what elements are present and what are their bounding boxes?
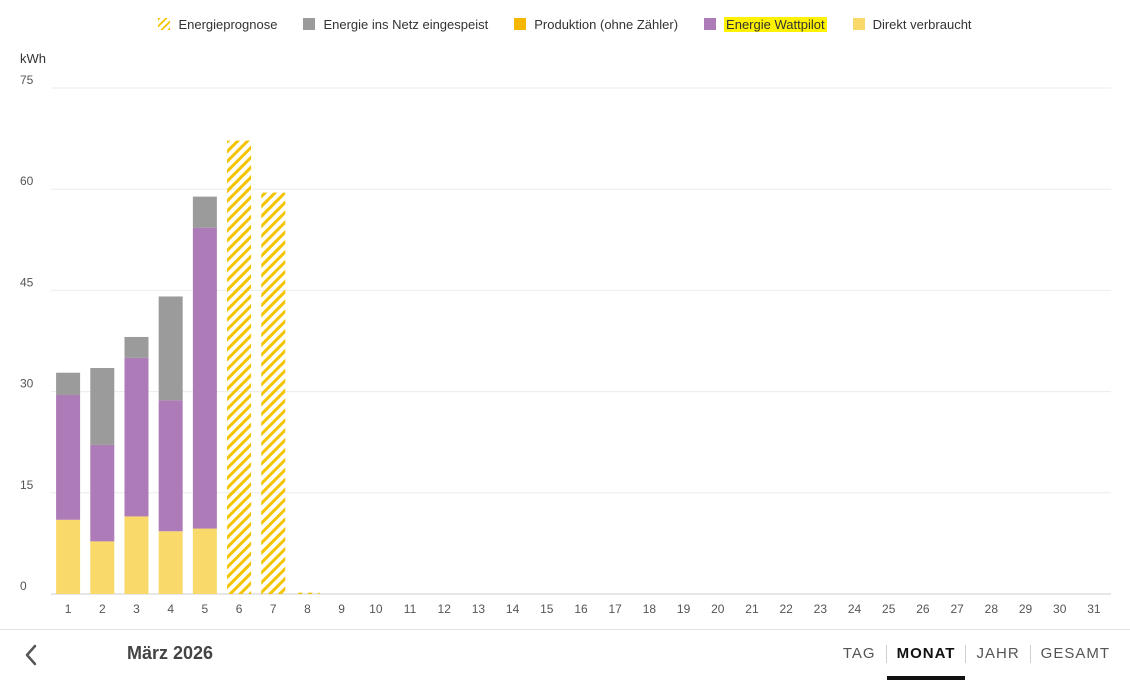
x-tick-label: 20 [711, 602, 725, 616]
x-tick-label: 2 [99, 602, 106, 616]
legend-label: Direkt verbraucht [872, 16, 972, 32]
tab-gesamt[interactable]: GESAMT [1040, 645, 1110, 662]
x-tick-label: 17 [609, 602, 623, 616]
x-tick-label: 22 [779, 602, 793, 616]
bar-segment [56, 394, 81, 520]
period-tabs: TAG MONAT JAHR GESAMT [833, 643, 1120, 680]
bar-segment [192, 227, 217, 529]
y-tick-label: 60 [20, 174, 34, 188]
legend-label: Produktion (ohne Zähler) [534, 16, 679, 32]
x-tick-label: 8 [304, 602, 311, 616]
bar-segment [158, 400, 183, 532]
legend-label: Energie ins Netz eingespeist [323, 16, 489, 32]
x-tick-label: 19 [677, 602, 691, 616]
x-tick-label: 25 [882, 602, 896, 616]
x-tick-label: 10 [369, 602, 383, 616]
legend-item[interactable]: Direkt verbraucht [852, 16, 972, 32]
bar-segment [124, 357, 149, 517]
bar-segment [192, 196, 217, 228]
x-tick-label: 18 [643, 602, 657, 616]
tab-separator [965, 644, 967, 663]
bar-segment [227, 140, 252, 594]
x-tick-label: 30 [1053, 602, 1067, 616]
x-tick-label: 14 [506, 602, 520, 616]
x-tick-label: 15 [540, 602, 554, 616]
x-tick-label: 28 [985, 602, 999, 616]
x-tick-label: 12 [438, 602, 452, 616]
chart-legend: Energieprognose Energie ins Netz eingespe… [0, 14, 1130, 34]
bar-segment [124, 516, 149, 594]
x-tick-label: 26 [916, 602, 930, 616]
y-tick-label: 30 [20, 377, 34, 391]
bar-segment [192, 528, 217, 594]
tab-jahr[interactable]: JAHR [976, 645, 1020, 662]
tab-monat[interactable]: MONAT [886, 643, 966, 680]
bar-segment [90, 444, 115, 542]
previous-period-button[interactable] [18, 642, 44, 668]
x-tick-label: 7 [270, 602, 277, 616]
legend-swatch [852, 18, 865, 30]
legend-swatch [303, 18, 316, 30]
x-tick-label: 31 [1087, 602, 1101, 616]
x-tick-label: 29 [1019, 602, 1033, 616]
x-tick-label: 5 [202, 602, 209, 616]
legend-label: Energieprognose [178, 16, 278, 32]
x-tick-label: 3 [133, 602, 140, 616]
bar-segment [261, 192, 286, 594]
bar-segment [295, 592, 320, 594]
legend-item[interactable]: Produktion (ohne Zähler) [514, 17, 678, 32]
bar-segment [158, 531, 183, 594]
x-tick-label: 1 [65, 602, 72, 616]
bar-segment [90, 541, 115, 594]
y-tick-label: 15 [20, 478, 34, 492]
legend-swatch [704, 18, 717, 30]
bar-segment [124, 336, 149, 358]
x-tick-label: 6 [236, 602, 243, 616]
bar-segment [90, 367, 115, 445]
y-tick-label: 75 [20, 73, 34, 87]
x-tick-label: 23 [814, 602, 828, 616]
tab-separator [1029, 644, 1031, 663]
legend-item[interactable]: Energie ins Netz eingespeist [303, 17, 488, 32]
tab-separator [885, 644, 887, 663]
tab-tag[interactable]: TAG [842, 645, 876, 662]
x-tick-label: 16 [574, 602, 588, 616]
legend-swatch [158, 18, 171, 30]
legend-label: Energie Wattpilot [724, 16, 827, 32]
x-tick-label: 11 [404, 602, 417, 616]
period-title: März 2026 [127, 643, 214, 663]
x-tick-label: 27 [950, 602, 964, 616]
bar-segment [56, 519, 81, 594]
x-tick-label: 4 [167, 602, 174, 616]
footer-divider [0, 629, 1130, 630]
bar-segment [158, 296, 183, 401]
y-tick-label: 0 [20, 579, 27, 593]
x-tick-label: 24 [848, 602, 862, 616]
y-tick-label: 45 [20, 275, 34, 289]
chevron-left-icon [25, 644, 37, 666]
bar-segment [56, 372, 81, 395]
legend-item[interactable]: Energie Wattpilot [704, 16, 827, 32]
x-tick-label: 9 [338, 602, 345, 616]
x-tick-label: 21 [745, 602, 759, 616]
x-tick-label: 13 [472, 602, 486, 616]
legend-swatch [514, 18, 527, 30]
legend-item[interactable]: Energieprognose [158, 17, 277, 32]
y-axis-unit-label: kWh [20, 51, 46, 66]
